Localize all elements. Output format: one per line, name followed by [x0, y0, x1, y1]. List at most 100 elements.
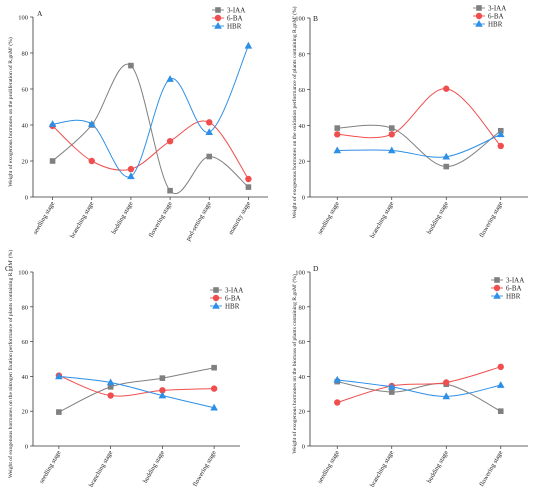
legend-label: 3-IAA — [227, 7, 245, 15]
x-tick-label: budding stage — [426, 200, 450, 235]
x-tick-label: branching stage — [69, 200, 96, 239]
data-point — [443, 379, 450, 386]
data-point — [56, 409, 62, 415]
legend-label: HBR — [227, 23, 242, 31]
data-point — [497, 363, 504, 371]
data-point — [55, 372, 63, 380]
y-tick-label: 0 — [25, 195, 28, 202]
data-point — [107, 384, 114, 390]
y-tick-label: 60 — [299, 339, 306, 346]
x-tick-label: flowering stage — [192, 449, 218, 487]
y-axis-title: Weight of exogenous hormones on the nitr… — [7, 250, 14, 478]
data-point — [159, 387, 166, 394]
y-tick-label: 100 — [295, 270, 305, 277]
legend-marker — [213, 287, 219, 293]
x-tick-label: seedling stage — [317, 200, 341, 235]
data-point — [496, 130, 505, 138]
y-axis-title: Weight of exogenous hormones on the biom… — [291, 274, 298, 454]
legend-marker — [215, 7, 221, 13]
data-point — [333, 375, 342, 383]
series-line — [58, 367, 215, 413]
legend-label: 6-BA — [225, 295, 241, 303]
legend-marker — [214, 22, 222, 29]
series-line — [337, 88, 502, 147]
y-tick-label: 20 — [22, 159, 29, 166]
legend-label: 3-IAA — [488, 5, 506, 13]
series-line — [52, 120, 249, 180]
data-point — [128, 62, 134, 69]
y-tick-label: 60 — [22, 87, 29, 94]
data-point — [387, 382, 396, 390]
data-point — [334, 399, 341, 406]
data-point — [244, 41, 253, 49]
y-axis-title: Weight of exogenous hormones on the prol… — [7, 37, 14, 187]
legend-label: 3-IAA — [506, 277, 524, 285]
data-point — [87, 120, 96, 127]
legend-label: HBR — [506, 293, 521, 301]
series-3-iaa — [334, 124, 504, 170]
y-tick-label: 0 — [302, 444, 305, 451]
data-point — [127, 172, 135, 180]
legend-label: HBR — [225, 303, 240, 311]
panel-label: C — [5, 264, 10, 273]
chart-panel-c: 0 20 40 60 80 100 seedling stage branching stag… — [5, 250, 243, 489]
series-hbr — [48, 41, 253, 180]
x-tick-label: branching stage — [369, 449, 396, 488]
data-point — [334, 131, 341, 138]
series-3-iaa — [56, 364, 217, 415]
legend-marker — [493, 284, 501, 292]
series-line — [337, 133, 501, 158]
x-tick-label: budding stage — [110, 200, 134, 235]
panel-label: D — [313, 264, 319, 273]
y-tick-label: 40 — [22, 374, 29, 381]
data-point — [496, 381, 505, 388]
x-tick-label: budding stage — [142, 449, 166, 484]
data-point — [206, 153, 213, 160]
data-point — [205, 128, 214, 135]
series-line — [337, 381, 501, 412]
series-line — [58, 375, 215, 409]
data-point — [166, 75, 174, 82]
legend-marker — [494, 277, 500, 283]
y-tick-label: 100 — [18, 15, 28, 22]
y-tick-label: 40 — [22, 123, 29, 130]
x-tick-label: flowering stage — [478, 449, 504, 487]
data-point — [48, 120, 57, 127]
legend-marker — [476, 5, 482, 11]
y-tick-label: 20 — [299, 409, 306, 416]
y-tick-label: 0 — [302, 195, 305, 202]
y-tick-label: 80 — [22, 51, 29, 58]
legend-label: 6-BA — [506, 285, 522, 293]
chart-panel-b: 0 20 40 60 80 100 seedling stage branching stag… — [291, 5, 528, 239]
x-tick-label: pod-setting stage — [185, 200, 213, 242]
data-point — [443, 85, 450, 92]
series-hbr — [55, 372, 218, 411]
series-hbr — [333, 130, 505, 160]
data-point — [49, 158, 56, 164]
data-point — [388, 389, 395, 395]
data-point — [388, 125, 395, 131]
legend-marker — [214, 14, 222, 22]
series-line — [337, 366, 501, 403]
data-point — [333, 146, 342, 154]
x-tick-label: budding stage — [426, 449, 450, 484]
legend-label: HBR — [488, 21, 503, 29]
data-point — [497, 408, 504, 414]
data-point — [158, 391, 167, 399]
series-6-ba — [55, 372, 218, 399]
x-tick-label: seedling stage — [38, 449, 62, 484]
data-point — [442, 152, 451, 160]
data-point — [210, 385, 218, 392]
series-line — [58, 375, 215, 397]
legend-label: 3-IAA — [225, 287, 243, 295]
legend-marker — [212, 302, 220, 309]
data-point — [442, 392, 451, 400]
series-line — [337, 379, 501, 397]
legend-label: 6-BA — [488, 13, 504, 21]
chart-panel-d: 0 20 40 60 80 100 seedling stage branching stag… — [291, 264, 528, 488]
y-tick-label: 60 — [22, 339, 29, 346]
